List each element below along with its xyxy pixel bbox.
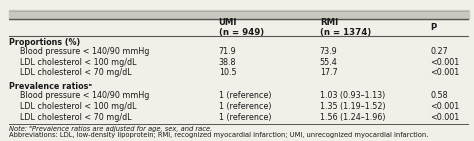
Bar xyxy=(9,10,469,19)
Text: 1.35 (1.19–1.52): 1.35 (1.19–1.52) xyxy=(320,102,385,111)
Text: <0.001: <0.001 xyxy=(430,113,459,122)
Text: Proportions (%): Proportions (%) xyxy=(9,38,81,47)
Text: Abbreviations: LDL, low-density lipoprotein; RMI, recognized myocardial infarcti: Abbreviations: LDL, low-density lipoprot… xyxy=(9,132,429,138)
Text: 1.56 (1.24–1.96): 1.56 (1.24–1.96) xyxy=(320,113,385,122)
Text: 0.58: 0.58 xyxy=(430,91,448,100)
Text: 55.4: 55.4 xyxy=(320,58,337,67)
Text: 0.27: 0.27 xyxy=(430,47,448,56)
Text: <0.001: <0.001 xyxy=(430,58,459,67)
Text: 73.9: 73.9 xyxy=(320,47,337,56)
Text: LDL cholesterol < 70 mg/dL: LDL cholesterol < 70 mg/dL xyxy=(19,68,131,77)
Text: 1 (reference): 1 (reference) xyxy=(219,91,271,100)
Text: Blood pressure < 140/90 mmHg: Blood pressure < 140/90 mmHg xyxy=(19,47,149,56)
Text: UMI
(n = 949): UMI (n = 949) xyxy=(219,18,264,37)
Text: 1 (reference): 1 (reference) xyxy=(219,102,271,111)
Text: 1 (reference): 1 (reference) xyxy=(219,113,271,122)
Text: <0.001: <0.001 xyxy=(430,68,459,77)
Text: LDL cholesterol < 70 mg/dL: LDL cholesterol < 70 mg/dL xyxy=(19,113,131,122)
Text: 17.7: 17.7 xyxy=(320,68,337,77)
Text: P: P xyxy=(430,23,437,32)
Text: 38.8: 38.8 xyxy=(219,58,236,67)
Text: Prevalence ratiosᵃ: Prevalence ratiosᵃ xyxy=(9,82,92,91)
Text: 10.5: 10.5 xyxy=(219,68,237,77)
Text: 1.03 (0.93–1.13): 1.03 (0.93–1.13) xyxy=(320,91,385,100)
Text: 71.9: 71.9 xyxy=(219,47,237,56)
Text: Note: ᵃPrevalence ratios are adjusted for age, sex, and race.: Note: ᵃPrevalence ratios are adjusted fo… xyxy=(9,126,213,132)
Text: LDL cholesterol < 100 mg/dL: LDL cholesterol < 100 mg/dL xyxy=(19,58,136,67)
Text: Blood pressure < 140/90 mmHg: Blood pressure < 140/90 mmHg xyxy=(19,91,149,100)
Text: LDL cholesterol < 100 mg/dL: LDL cholesterol < 100 mg/dL xyxy=(19,102,136,111)
Text: RMI
(n = 1374): RMI (n = 1374) xyxy=(320,18,371,37)
Text: <0.001: <0.001 xyxy=(430,102,459,111)
